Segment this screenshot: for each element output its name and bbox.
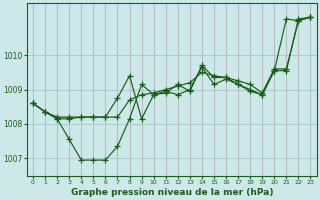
X-axis label: Graphe pression niveau de la mer (hPa): Graphe pression niveau de la mer (hPa): [70, 188, 273, 197]
